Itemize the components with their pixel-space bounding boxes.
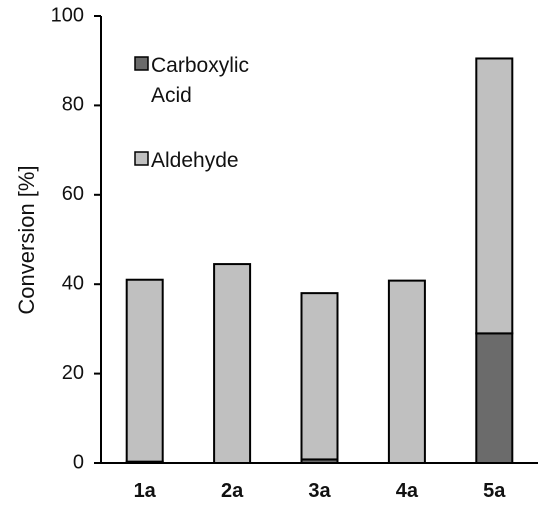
- bar-carboxylic-acid-5a: [475, 332, 514, 464]
- bar-aldehyde-4a: [387, 279, 426, 464]
- y-tick-label: 0: [73, 451, 84, 473]
- y-tick-label: 20: [62, 362, 84, 384]
- bars: [125, 57, 514, 465]
- y-tick-label: 40: [62, 272, 84, 294]
- x-category-label: 4a: [396, 480, 419, 502]
- y-axis-title: Conversion [%]: [14, 165, 39, 314]
- x-category-label: 5a: [483, 480, 506, 502]
- legend-swatch: [134, 56, 149, 71]
- bar-aldehyde-1a: [125, 278, 164, 463]
- x-axis-categories: 1a 2a 3a 4a 5a: [134, 480, 507, 502]
- legend: Carboxylic Acid Aldehyde: [134, 54, 249, 172]
- legend-label: Acid: [151, 84, 192, 107]
- y-tick-label: 60: [62, 183, 84, 205]
- y-axis-ticks: 0 20 40 60 80 100: [51, 4, 101, 473]
- legend-swatch: [134, 151, 149, 166]
- legend-label: Carboxylic: [151, 54, 249, 77]
- y-tick-label: 80: [62, 94, 84, 116]
- legend-label: Aldehyde: [151, 149, 239, 172]
- bar-aldehyde-3a: [300, 292, 339, 461]
- bar-aldehyde-5a: [475, 57, 514, 335]
- x-category-label: 2a: [221, 480, 244, 502]
- x-category-label: 1a: [134, 480, 157, 502]
- axes: [100, 16, 538, 464]
- x-category-label: 3a: [308, 480, 331, 502]
- y-tick-label: 100: [51, 4, 84, 26]
- bar-aldehyde-2a: [213, 263, 252, 464]
